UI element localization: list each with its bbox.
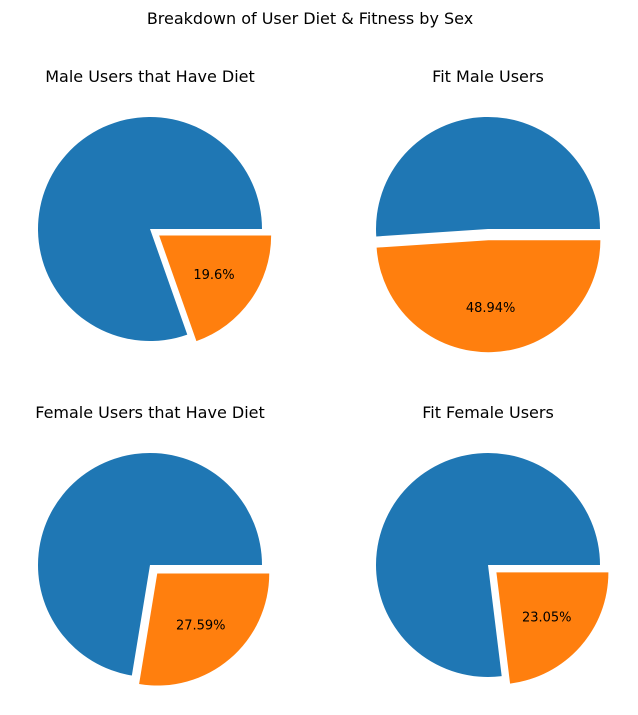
pie-chart-fit-male: Fit Male Users 48.94% xyxy=(376,67,601,353)
pie-slices: 19.6% xyxy=(38,117,272,342)
pie-percent-label: 23.05% xyxy=(522,610,572,625)
pie-title: Fit Male Users xyxy=(432,67,544,86)
pie-title: Female Users that Have Diet xyxy=(35,403,265,422)
pie-chart-female-diet: Female Users that Have Diet 27.59% xyxy=(35,403,270,686)
pie-slice-blue xyxy=(38,117,262,342)
pie-slice-orange xyxy=(376,240,601,353)
pie-slice-orange xyxy=(159,235,272,342)
pie-slices: 23.05% xyxy=(376,453,609,684)
pie-title: Male Users that Have Diet xyxy=(45,67,255,86)
pie-slices: 48.94% xyxy=(376,116,601,353)
pie-chart-fit-female: Fit Female Users 23.05% xyxy=(376,403,609,684)
pie-chart-male-diet: Male Users that Have Diet 19.6% xyxy=(38,67,272,342)
pie-slice-blue xyxy=(38,453,262,676)
pie-slice-orange xyxy=(496,572,609,684)
pie-percent-label: 27.59% xyxy=(176,618,226,633)
pie-slices: 27.59% xyxy=(38,453,270,686)
pie-slice-orange xyxy=(139,573,270,686)
pie-percent-label: 48.94% xyxy=(466,301,516,316)
pie-slice-blue xyxy=(376,116,600,237)
pie-percent-label: 19.6% xyxy=(193,268,234,283)
figure-title: Breakdown of User Diet & Fitness by Sex xyxy=(147,9,473,28)
pie-slice-blue xyxy=(376,453,600,677)
pie-title: Fit Female Users xyxy=(422,403,554,422)
